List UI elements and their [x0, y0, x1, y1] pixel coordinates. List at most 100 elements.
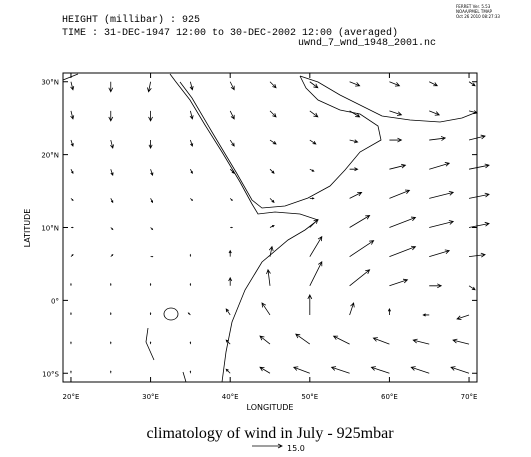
wind-vector [429, 110, 441, 116]
wind-vector [110, 282, 112, 286]
wind-vector [429, 136, 447, 141]
wind-vector [429, 249, 451, 258]
wind-vector [349, 215, 371, 228]
wind-vector [309, 218, 319, 228]
wind-vector [70, 169, 74, 174]
wind-vector [269, 168, 275, 174]
wind-vector [259, 335, 271, 345]
lake [163, 307, 179, 321]
stamp: FERRET Ver. 5.53 [456, 4, 491, 9]
wind-vector [389, 189, 411, 199]
wind-vector [190, 198, 194, 201]
wind-vector [70, 81, 75, 91]
stamp: NOAA/PMEL TMAP [456, 9, 493, 14]
wind-vector [149, 282, 152, 286]
wind-vector [349, 139, 359, 144]
wind-vector [70, 370, 72, 374]
coastline [169, 73, 319, 383]
wind-vector [225, 368, 231, 374]
wind-vector [468, 134, 486, 141]
wind-vector [412, 338, 430, 345]
wind-vector [149, 341, 152, 345]
wind-vector [468, 163, 490, 170]
wind-vector [225, 339, 231, 345]
wind-vector [70, 110, 75, 120]
wind-vector [110, 312, 112, 315]
wind-vector [261, 302, 271, 316]
wind-vector [228, 249, 232, 257]
coastlines [62, 73, 478, 383]
x-tick-label: 70°E [461, 393, 478, 401]
wind-vector [429, 190, 455, 199]
wind-vector [70, 282, 72, 286]
wind-vector [150, 227, 154, 231]
x-axis-label: LONGITUDE [247, 403, 294, 412]
wind-vector [389, 163, 407, 170]
wind-vector [468, 110, 478, 115]
wind-vector [229, 139, 235, 147]
wind-vector [225, 308, 231, 316]
wind-vector [468, 221, 490, 228]
lake-outline [145, 327, 187, 383]
wind-vector [150, 169, 154, 177]
wind-vector [110, 139, 114, 149]
wind-vector [229, 81, 235, 91]
chart-title: climatology of wind in July - 925mbar [146, 425, 394, 442]
wind-vector [110, 169, 114, 177]
wind-vector [110, 198, 114, 204]
wind-vector [332, 335, 350, 345]
wind-vector [189, 370, 192, 374]
wind-vector [309, 139, 317, 145]
wind-vector [410, 366, 430, 374]
wind-vector [229, 198, 233, 201]
wind-vector [450, 366, 470, 374]
y-tick-label: 10°N [41, 225, 59, 233]
wind-vector [189, 282, 192, 286]
wind-vector [147, 81, 152, 93]
wind-vector [429, 162, 451, 170]
header-line: HEIGHT (millibar) : 925 [62, 14, 200, 26]
y-axis-label: LATITUDE [23, 209, 32, 248]
wind-vector [468, 192, 490, 199]
wind-vector [269, 81, 277, 89]
wind-vector [187, 312, 191, 316]
wind-vector [307, 294, 313, 315]
stamp: Oct 26 2010 08:27:33 [456, 14, 500, 19]
coastline [299, 75, 478, 123]
wind-vector [389, 110, 403, 116]
wind-vector [70, 341, 72, 345]
wind-vector [190, 139, 194, 147]
wind-vector [389, 81, 401, 87]
wind-vector [148, 140, 153, 149]
wind-vector [190, 169, 193, 174]
wind-vector [189, 110, 194, 120]
wind-vector [70, 139, 74, 147]
wind-vector [389, 137, 403, 143]
wind-vector [189, 341, 192, 345]
wind-vector [429, 283, 443, 289]
wind-vector [150, 255, 154, 258]
header-line: TIME : 31-DEC-1947 12:00 to 30-DEC-2002 … [62, 27, 398, 39]
wind-vector [269, 225, 275, 228]
wind-vector [269, 139, 277, 145]
wind-vector [259, 366, 271, 374]
wind-vector [349, 191, 363, 199]
wind-vector [70, 226, 74, 229]
y-tick-label: 20°N [41, 152, 59, 160]
wind-vector [229, 168, 235, 174]
wind-vector [349, 110, 361, 118]
wind-vector [110, 370, 112, 374]
wind-vector [468, 81, 476, 87]
wind-vector [349, 302, 355, 316]
wind-vector [309, 197, 315, 200]
wind-vector [309, 235, 323, 257]
wind-vector [110, 227, 114, 231]
wind-vector [70, 254, 74, 257]
wind-vector [389, 216, 417, 228]
wind-vector [349, 269, 371, 287]
y-tick-label: 30°N [41, 79, 59, 87]
x-tick-label: 20°E [63, 393, 80, 401]
wind-vector [295, 333, 311, 345]
x-tick-label: 50°E [301, 393, 318, 401]
wind-vector [269, 110, 277, 118]
